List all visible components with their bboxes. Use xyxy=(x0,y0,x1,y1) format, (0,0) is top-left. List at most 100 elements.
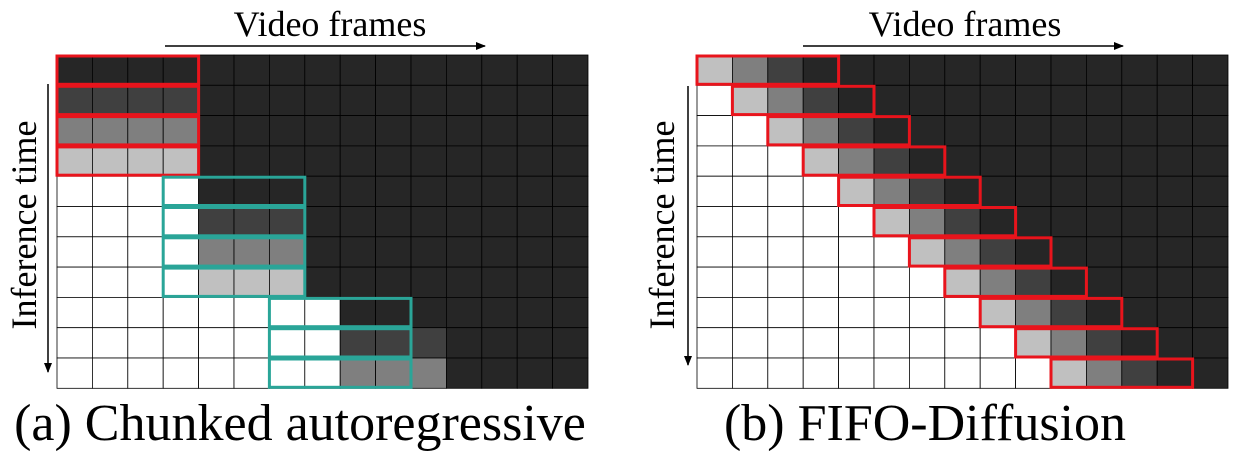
denoising-window xyxy=(55,84,201,117)
grid-cell xyxy=(552,296,589,329)
grid-cell xyxy=(1121,115,1158,147)
grid-cell xyxy=(767,115,804,147)
grid-cell xyxy=(1015,327,1052,359)
grid-cell xyxy=(552,84,589,117)
grid-cell xyxy=(92,175,129,207)
grid-cell xyxy=(162,175,199,207)
grid-cell xyxy=(304,357,341,389)
grid-cell xyxy=(767,145,804,177)
grid-cell xyxy=(696,236,733,268)
grid-cell xyxy=(445,115,483,147)
grid-cell xyxy=(92,236,129,268)
grid-cell xyxy=(233,357,270,389)
grid-cell xyxy=(552,266,589,298)
grid-cell xyxy=(1156,357,1193,389)
grid-cell xyxy=(445,54,483,86)
grid-cell xyxy=(1086,327,1123,359)
grid-cell xyxy=(696,145,733,177)
grid-cell xyxy=(944,145,981,177)
grid-cell xyxy=(802,84,840,117)
grid-cell xyxy=(802,266,840,298)
grid-cell xyxy=(410,236,447,268)
grid-cell xyxy=(838,327,875,359)
grid-cell xyxy=(1156,175,1193,207)
grid-cell xyxy=(56,145,93,177)
grid-cell xyxy=(127,357,164,389)
grid-cell xyxy=(268,296,306,329)
grid-cell xyxy=(1192,296,1229,329)
grid-cell xyxy=(268,115,306,147)
grid-cell xyxy=(1015,296,1052,329)
grid-cell xyxy=(127,54,164,86)
grid-cell xyxy=(1050,236,1087,268)
grid-cell xyxy=(909,115,946,147)
grid-cell xyxy=(944,266,981,298)
grid-cell xyxy=(552,145,589,177)
grid-cell xyxy=(944,175,981,207)
grid-cell xyxy=(516,145,554,177)
grid-cell xyxy=(552,357,589,389)
grid-cell xyxy=(339,236,377,268)
grid-cell xyxy=(127,236,164,268)
grid-cell xyxy=(339,296,377,329)
grid-cell xyxy=(1121,175,1158,207)
grid-cell xyxy=(944,296,981,329)
grid-cell xyxy=(1015,145,1052,177)
grid-cell xyxy=(410,296,447,329)
grid-cell xyxy=(268,54,306,86)
grid-cell xyxy=(696,115,733,147)
panel-a-denoising-windows xyxy=(55,54,413,389)
grid-cell xyxy=(92,357,129,389)
grid-cell xyxy=(304,206,341,238)
grid-cell xyxy=(1156,115,1193,147)
grid-cell xyxy=(162,115,199,147)
grid-cell xyxy=(92,84,129,117)
grid-cell xyxy=(909,84,946,117)
grid-cell xyxy=(410,84,447,117)
grid-cell xyxy=(802,145,840,177)
grid-cell xyxy=(304,327,341,359)
grid-cell xyxy=(1192,357,1229,389)
grid-cell xyxy=(92,54,129,86)
grid-cell xyxy=(56,357,93,389)
grid-cell xyxy=(979,175,1017,207)
grid-cell xyxy=(909,327,946,359)
grid-cell xyxy=(552,175,589,207)
grid-cell xyxy=(909,145,946,177)
grid-cell xyxy=(339,145,377,177)
grid-cell xyxy=(127,115,164,147)
panel-a-y-axis-label: Inference time xyxy=(4,121,44,330)
grid-cell xyxy=(838,266,875,298)
grid-cell xyxy=(1086,84,1123,117)
grid-cell xyxy=(481,296,518,329)
grid-cell xyxy=(162,357,199,389)
grid-cell xyxy=(92,327,129,359)
grid-cell xyxy=(233,84,270,117)
grid-cell xyxy=(802,357,840,389)
grid-cell xyxy=(410,115,447,147)
grid-cell xyxy=(304,84,341,117)
grid-cell xyxy=(1086,175,1123,207)
grid-cell xyxy=(516,266,554,298)
grid-cell xyxy=(767,266,804,298)
grid-cell xyxy=(767,236,804,268)
grid-cell xyxy=(92,115,129,147)
grid-cell xyxy=(481,206,518,238)
grid-cell xyxy=(1121,296,1158,329)
grid-cell xyxy=(552,115,589,147)
grid-cell xyxy=(375,206,412,238)
grid-cell xyxy=(304,175,341,207)
grid-cell xyxy=(838,236,875,268)
panel-b-caption: (b) FIFO-Diffusion xyxy=(724,395,1126,452)
grid-cell xyxy=(1015,357,1052,389)
grid-cell xyxy=(516,54,554,86)
grid-cell xyxy=(944,206,981,238)
grid-cell xyxy=(198,54,235,86)
grid-cell xyxy=(873,115,910,147)
grid-cell xyxy=(339,206,377,238)
grid-cell xyxy=(696,266,733,298)
grid-cell xyxy=(1121,54,1158,86)
grid-cell xyxy=(375,236,412,268)
grid-cell xyxy=(162,145,199,177)
grid-cell xyxy=(732,54,769,86)
